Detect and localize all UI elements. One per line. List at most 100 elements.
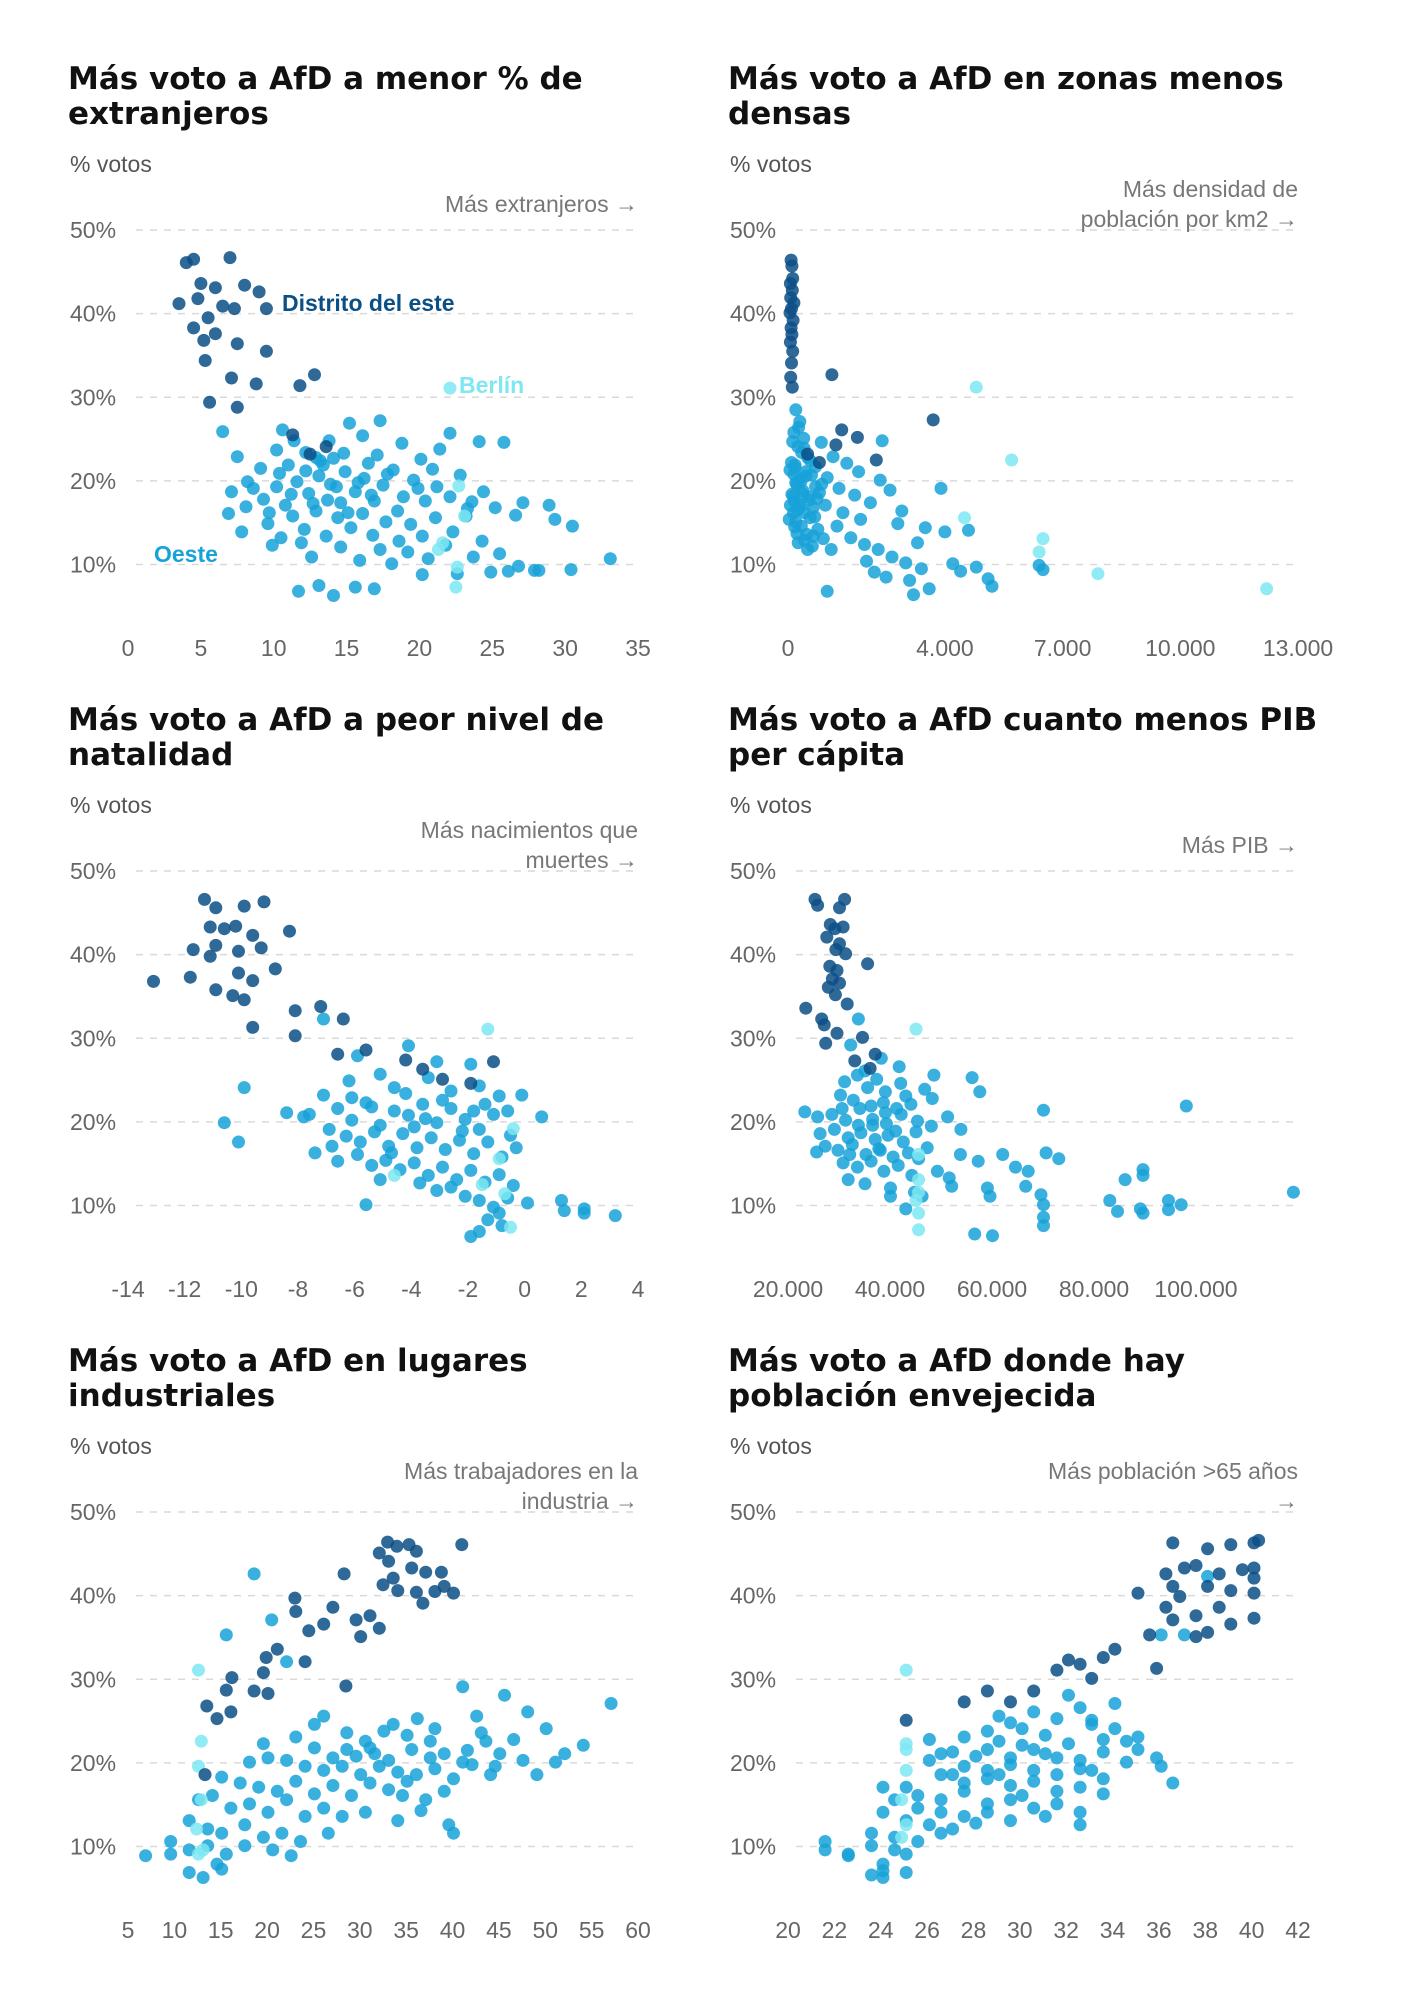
data-point [238, 1818, 252, 1832]
data-point [337, 446, 351, 460]
data-point [365, 1158, 379, 1172]
data-point [387, 1168, 401, 1182]
data-point [410, 1141, 424, 1155]
data-point [888, 1843, 902, 1857]
data-point [1004, 1793, 1017, 1807]
chart-title: Más voto a AfD a menor % de extranjeros [68, 61, 583, 132]
data-point [458, 509, 472, 523]
data-point [1118, 1173, 1132, 1187]
data-point [215, 1770, 229, 1784]
series-berlin [895, 1663, 913, 1844]
data-point [1034, 1188, 1048, 1202]
data-point [840, 997, 854, 1011]
y-tick-label: 40% [730, 301, 776, 327]
y-tick-label: 10% [730, 552, 776, 578]
data-point [789, 476, 803, 490]
data-point [423, 1751, 437, 1765]
data-point [827, 1122, 841, 1136]
data-point [512, 559, 525, 573]
y-tick-label: 10% [70, 1834, 116, 1860]
data-point [850, 1068, 864, 1082]
data-point [1166, 1536, 1180, 1550]
data-point [302, 1624, 316, 1638]
data-point [1136, 1168, 1150, 1182]
data-point [456, 1755, 470, 1769]
chart-panel-density: Más voto a AfD en zonas menos densas % v… [728, 62, 1333, 662]
data-point [912, 1185, 926, 1199]
data-point [400, 1774, 414, 1788]
y-tick-label: 30% [730, 1025, 776, 1051]
x-tick-label: 10.000 [1145, 635, 1215, 661]
data-point [201, 1822, 215, 1836]
data-point [487, 1055, 500, 1069]
data-point [790, 527, 804, 541]
y-tick-label: 10% [70, 552, 116, 578]
data-point [1052, 1152, 1066, 1166]
x-tick-label: 30 [347, 1917, 373, 1943]
x-tick-label: 20 [775, 1917, 801, 1943]
data-point [826, 450, 840, 464]
chart-panel-industry: Más voto a AfD en lugares industriales %… [68, 1344, 668, 1944]
data-point [191, 292, 205, 306]
data-point [409, 1768, 423, 1782]
data-point [577, 1202, 591, 1216]
data-point [194, 1793, 208, 1807]
data-point [830, 519, 844, 533]
data-point [934, 1793, 948, 1807]
data-point [198, 892, 211, 906]
data-point [164, 1835, 178, 1848]
data-point [237, 899, 251, 913]
data-point [194, 1734, 208, 1748]
data-point [475, 534, 489, 548]
data-point [1004, 1758, 1017, 1772]
data-point [895, 1793, 909, 1807]
data-point [288, 1029, 302, 1043]
data-point [1224, 1584, 1238, 1598]
data-point [216, 425, 230, 439]
x-tick-label: 25 [479, 635, 505, 661]
data-point [257, 895, 271, 909]
y-axis-label: % votos [70, 1433, 152, 1459]
data-point [198, 1768, 212, 1782]
data-point [232, 966, 245, 980]
y-tick-label: 40% [730, 1583, 776, 1609]
data-point [876, 1871, 890, 1884]
x-tick-label: 32 [1053, 1917, 1079, 1943]
data-point [270, 1642, 284, 1656]
data-point [274, 531, 288, 545]
data-point [868, 1047, 882, 1061]
data-point [464, 1076, 478, 1090]
data-point [293, 379, 307, 393]
data-point [1050, 1768, 1064, 1782]
data-point [219, 1628, 233, 1642]
data-point [957, 1695, 971, 1709]
data-point [1120, 1734, 1133, 1748]
series-west [216, 414, 617, 602]
data-point [370, 448, 384, 462]
data-point [477, 485, 490, 499]
data-point [303, 447, 317, 461]
y-tick-label: 10% [730, 1193, 776, 1219]
data-point [945, 1179, 959, 1193]
data-point [331, 1047, 345, 1061]
x-tick-label: 5 [194, 635, 207, 661]
data-point [1166, 1776, 1180, 1790]
data-point [396, 1127, 410, 1141]
data-point [558, 1747, 572, 1761]
data-point [986, 1229, 999, 1243]
data-point [498, 1187, 512, 1201]
y-axis-label: % votos [730, 151, 812, 177]
data-point [957, 1759, 971, 1773]
data-point [225, 371, 238, 385]
data-point [1247, 1561, 1261, 1575]
x-tick-label: 24 [868, 1917, 894, 1943]
data-point [377, 1724, 391, 1738]
data-point [326, 1751, 340, 1765]
data-point [498, 1688, 511, 1702]
data-point [783, 463, 797, 477]
data-point [368, 1125, 381, 1139]
data-point [927, 1068, 941, 1082]
x-tick-label: 40 [1239, 1917, 1265, 1943]
data-point [273, 466, 286, 480]
data-point [434, 1565, 448, 1579]
